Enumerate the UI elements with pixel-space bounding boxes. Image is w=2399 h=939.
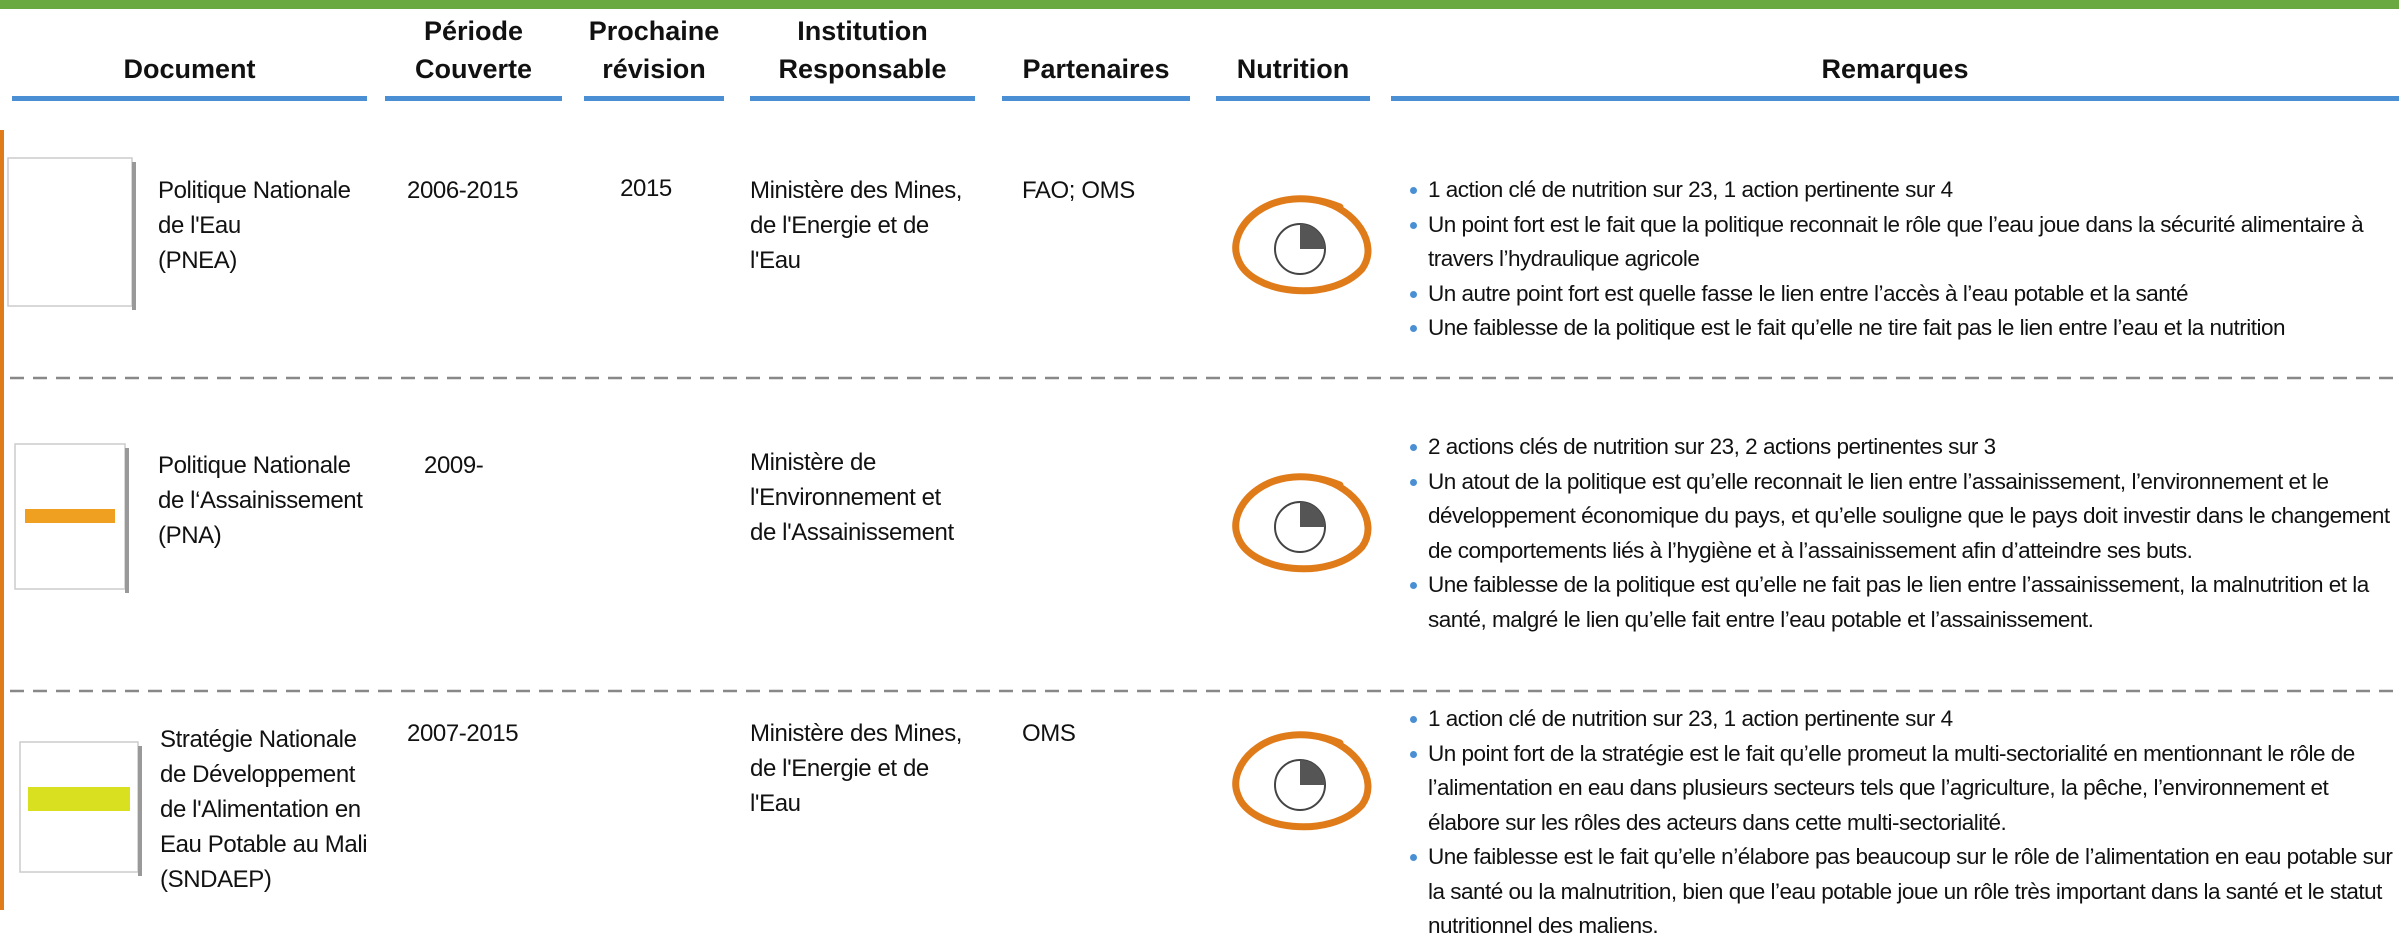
remarks: 1 action clé de nutrition sur 23, 1 acti… <box>1408 173 2398 346</box>
header-underline <box>1391 96 2399 101</box>
institution: Ministère des Mines, de l'Energie et de … <box>750 177 963 274</box>
remark-item: 1 action clé de nutrition sur 23, 1 acti… <box>1408 173 2398 208</box>
column-header: Institution Responsable <box>778 16 947 84</box>
institution: Ministère de l'Environnement et de l'Ass… <box>750 449 954 546</box>
remark-text: Un atout de la politique est qu’elle rec… <box>1428 468 2390 563</box>
remark-text: Une faiblesse est le fait qu’elle n’élab… <box>1428 844 2393 938</box>
partners: OMS <box>1022 720 1076 747</box>
remark-text: Un autre point fort est quelle fasse le … <box>1428 280 2189 306</box>
column-header: Partenaires <box>1022 54 1170 84</box>
header-underline <box>12 96 367 101</box>
document-name: Politique Nationale de l‘Assainissement … <box>158 452 363 549</box>
bullet <box>1410 444 1417 451</box>
partners: FAO; OMS <box>1022 177 1135 204</box>
period: 2009- <box>424 452 484 479</box>
remarks: 1 action clé de nutrition sur 23, 1 acti… <box>1408 702 2398 939</box>
nutrition-swoosh <box>1232 195 1372 295</box>
header-underline <box>385 96 562 101</box>
header-underline <box>1216 96 1370 101</box>
remark-item: Un atout de la politique est qu’elle rec… <box>1408 465 2398 569</box>
remark-text: Un point fort est le fait que la politiq… <box>1428 211 2364 272</box>
revision: 2015 <box>620 175 672 202</box>
column-header: Remarques <box>1821 54 1969 84</box>
remark-item: 1 action clé de nutrition sur 23, 1 acti… <box>1408 702 2398 737</box>
document-name: Politique Nationale de l'Eau (PNEA) <box>158 177 351 274</box>
nutrition-fill <box>1300 224 1325 249</box>
period: 2007-2015 <box>407 720 519 747</box>
institution: Ministère des Mines, de l'Energie et de … <box>750 720 963 817</box>
remark-item: Un point fort de la stratégie est le fai… <box>1408 737 2398 841</box>
thumbnail-shadow <box>132 162 136 310</box>
nutrition-fill <box>1300 502 1325 527</box>
nutrition-swoosh <box>1232 731 1372 831</box>
thumbnail-shadow <box>125 448 129 593</box>
document-thumbnail <box>7 157 133 307</box>
remark-item: Un point fort est le fait que la politiq… <box>1408 208 2398 277</box>
bullet <box>1410 716 1417 723</box>
remark-item: Un autre point fort est quelle fasse le … <box>1408 277 2398 312</box>
header-underline <box>1002 96 1190 101</box>
top-bar <box>0 0 2399 9</box>
column-header: Nutrition <box>1236 54 1350 84</box>
remarks: 2 actions clés de nutrition sur 23, 2 ac… <box>1408 430 2398 637</box>
bullet <box>1410 478 1417 486</box>
remark-text: 1 action clé de nutrition sur 23, 1 acti… <box>1428 177 1953 202</box>
column-header: Document <box>123 54 256 84</box>
bullet <box>1410 290 1417 298</box>
period: 2006-2015 <box>407 177 519 204</box>
column-header: Période Couverte <box>414 16 533 84</box>
bullet <box>1410 325 1417 332</box>
remark-item: Une faiblesse est le fait qu’elle n’élab… <box>1408 840 2398 939</box>
remark-text: 1 action clé de nutrition sur 23, 1 acti… <box>1428 706 1953 731</box>
bullet <box>1410 221 1417 229</box>
remark-item: Une faiblesse de la politique est qu’ell… <box>1408 568 2398 637</box>
nutrition-swoosh <box>1232 473 1372 573</box>
remark-item: Une faiblesse de la politique est le fai… <box>1408 311 2398 346</box>
remark-text: 2 actions clés de nutrition sur 23, 2 ac… <box>1428 434 1996 459</box>
thumbnail-shadow <box>138 746 142 876</box>
remark-text: Une faiblesse de la politique est le fai… <box>1428 315 2286 340</box>
remark-item: 2 actions clés de nutrition sur 23, 2 ac… <box>1408 430 2398 465</box>
bullet <box>1410 582 1417 589</box>
column-header: Prochaine révision <box>588 16 720 84</box>
thumbnail-band <box>25 509 115 523</box>
bullet <box>1410 854 1417 861</box>
remark-text: Un point fort de la stratégie est le fai… <box>1428 740 2355 835</box>
header-underline <box>750 96 975 101</box>
header-underline <box>584 96 724 101</box>
remark-text: Une faiblesse de la politique est qu’ell… <box>1428 572 2369 632</box>
thumbnail-band <box>28 787 130 811</box>
nutrition-fill <box>1300 760 1325 785</box>
bullet <box>1410 187 1417 194</box>
document-name: Stratégie Nationale de Développement de … <box>160 726 368 893</box>
bullet <box>1410 750 1417 758</box>
